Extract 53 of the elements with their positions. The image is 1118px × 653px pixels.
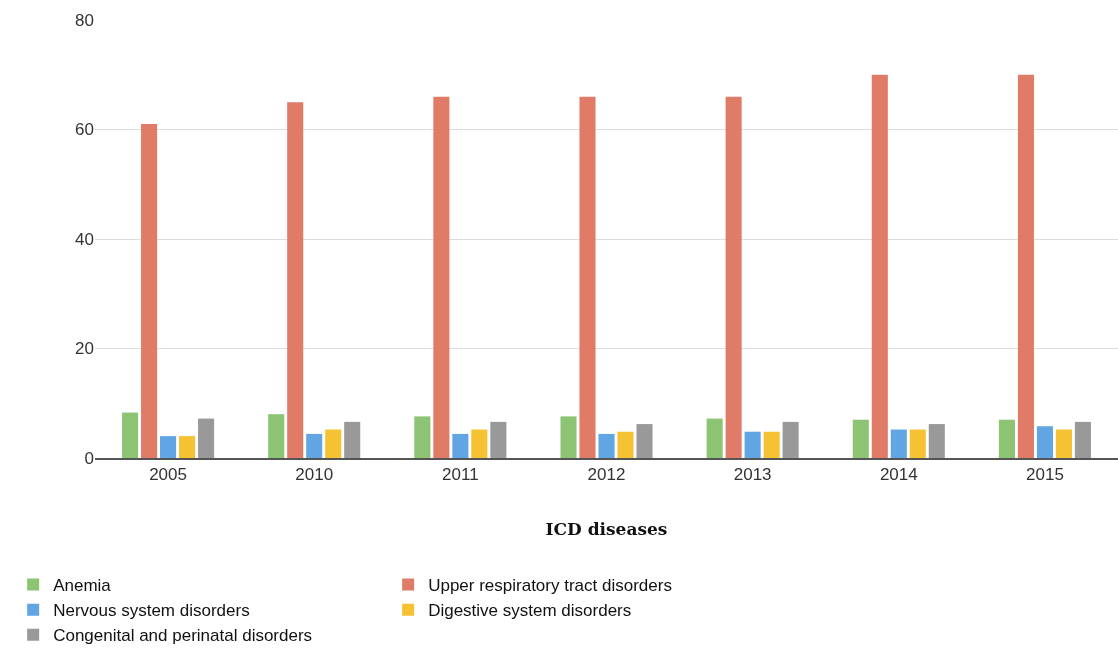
legend-label: Nervous system disorders [53,601,250,621]
bar [763,431,780,458]
bar [452,433,469,458]
x-tick-label: 2015 [1026,465,1064,485]
legend-label: Digestive system disorders [428,601,632,621]
bar [890,429,907,458]
legend-label: Congenital and perinatal disorders [53,626,313,646]
bar [490,421,507,458]
x-tick-label: 2010 [295,465,334,485]
bar [287,102,304,458]
bar [306,433,323,458]
bar [433,96,450,458]
x-tick-label: 2011 [442,465,479,485]
bar [1017,74,1034,458]
y-tick-label: 40 [75,229,94,249]
bar [909,429,926,458]
legend-label: Upper respiratory tract disorders [428,576,672,596]
bar [179,436,196,458]
legend-label: Anemia [53,576,112,596]
bar [1074,421,1091,458]
y-tick-label: 80 [75,10,94,30]
bar [414,416,431,458]
y-tick-label: 0 [84,448,94,468]
bar [744,431,761,458]
y-tick-label: 20 [75,339,94,359]
bar [598,433,615,458]
x-tick-label: 2013 [733,465,772,485]
bar [122,412,139,458]
bar [560,416,577,458]
x-tick-label: 2014 [879,465,918,485]
bar [344,421,361,458]
bar [160,436,177,458]
bar [325,429,342,458]
bar [636,424,653,458]
bar [871,74,888,458]
bar [471,429,488,458]
bar [141,124,158,458]
bar [198,418,215,458]
bar [998,419,1015,458]
bar [706,418,723,458]
y-tick-label: 60 [75,120,94,140]
x-axis-title: ICD diseases [545,519,668,540]
bar [617,431,634,458]
bar [782,421,799,458]
bar [1055,429,1072,458]
x-tick-label: 2005 [149,465,187,485]
bar [725,96,742,458]
bar [1036,426,1053,458]
bar [268,414,285,458]
bar [928,424,945,458]
bar [852,419,869,458]
bar [579,96,596,458]
x-tick-label: 2012 [587,465,626,485]
